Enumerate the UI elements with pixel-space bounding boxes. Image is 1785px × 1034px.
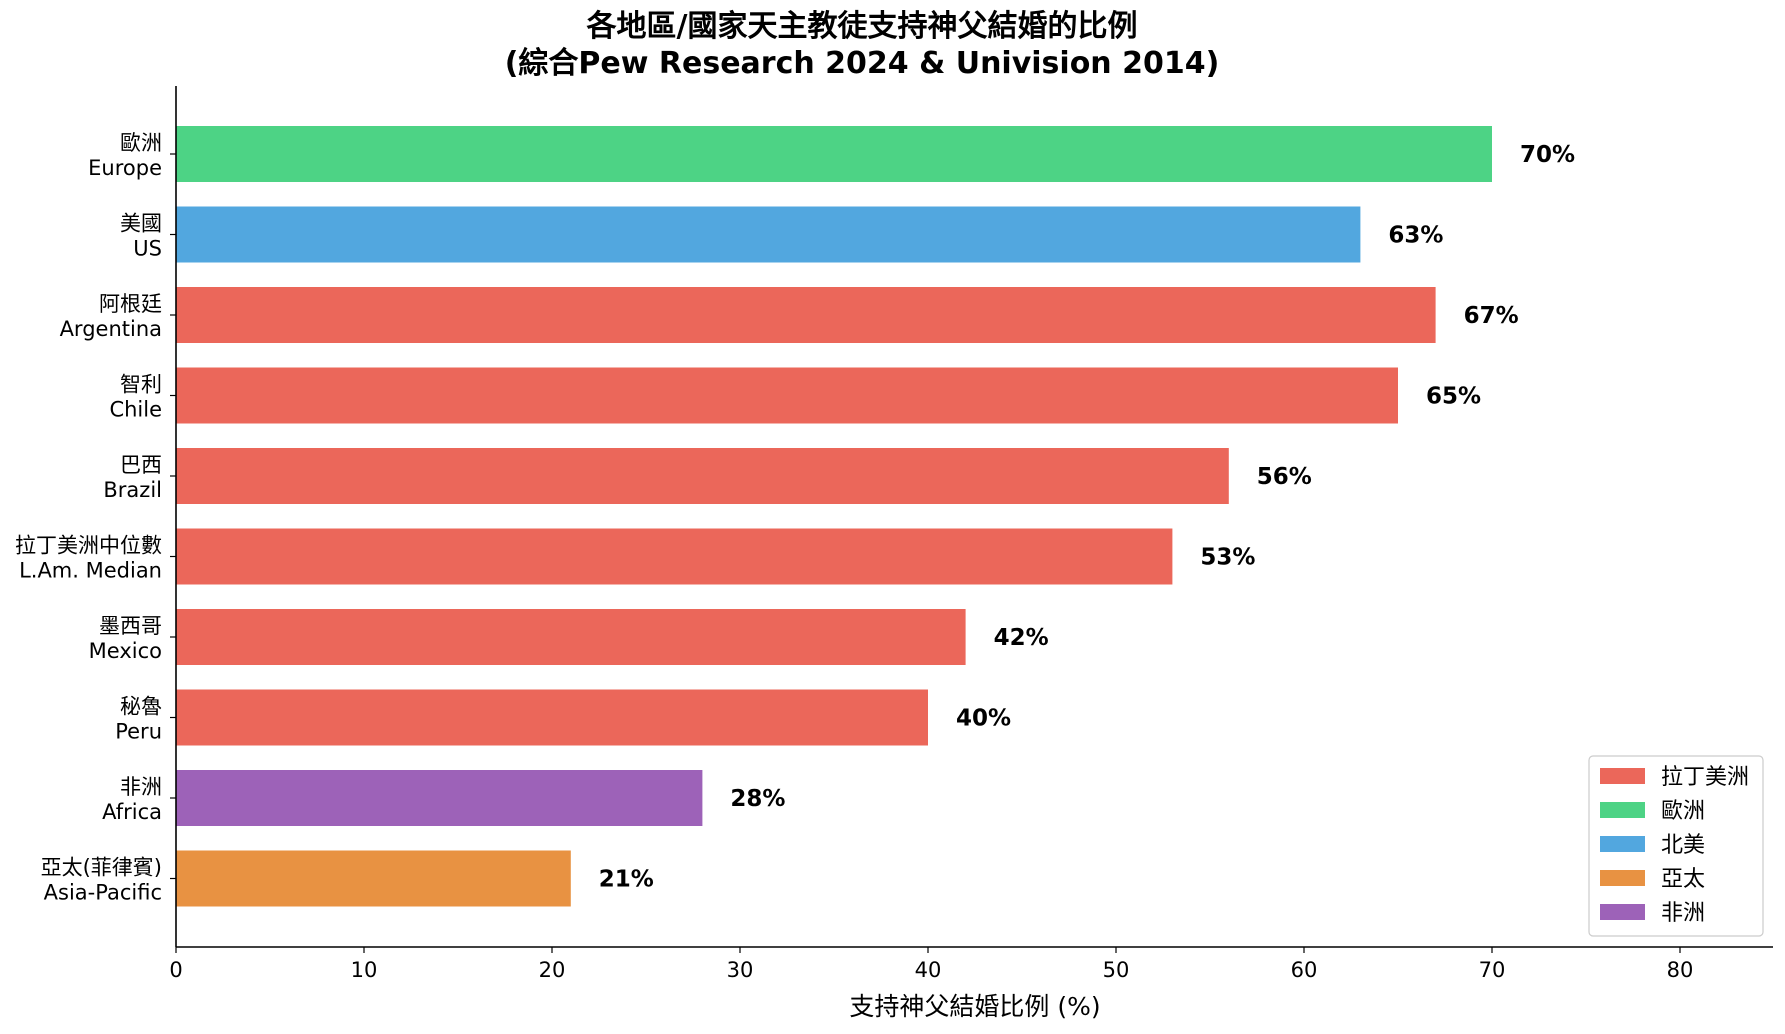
bar-chile bbox=[176, 367, 1398, 424]
bar-us bbox=[176, 206, 1361, 263]
bar-value-label: 40% bbox=[956, 706, 1011, 732]
y-tick-label-zh: 阿根廷 bbox=[99, 292, 162, 316]
bar-value-label: 21% bbox=[599, 867, 654, 893]
bar-asia-pacific bbox=[176, 850, 571, 907]
bar-value-label: 67% bbox=[1464, 303, 1519, 329]
legend-swatch-north-america bbox=[1600, 836, 1645, 852]
x-tick-label: 20 bbox=[539, 958, 566, 982]
y-tick-label-en: L.Am. Median bbox=[19, 559, 162, 583]
legend-label-latin-america: 拉丁美洲 bbox=[1661, 765, 1749, 790]
bar-brazil bbox=[176, 448, 1229, 504]
x-tick-label: 60 bbox=[1291, 958, 1318, 982]
value-labels-layer: 70% 63% 67% 65% 56% 53% 42% 40% 28% 21% bbox=[599, 142, 1575, 893]
y-tick-label-en: Argentina bbox=[60, 317, 162, 341]
x-tick-label: 80 bbox=[1667, 958, 1694, 982]
legend-label-africa: 非洲 bbox=[1661, 901, 1705, 926]
y-tick-label-zh: 墨西哥 bbox=[99, 614, 162, 638]
y-tick-label-en: Mexico bbox=[89, 639, 162, 663]
x-tick-label: 0 bbox=[169, 958, 182, 982]
bar-argentina bbox=[176, 287, 1436, 343]
bar-africa bbox=[176, 770, 703, 826]
x-tick-label: 50 bbox=[1103, 958, 1130, 982]
legend-label-asia-pacific: 亞太 bbox=[1661, 867, 1705, 892]
y-tick-label-en: US bbox=[133, 237, 162, 261]
legend-label-north-america: 北美 bbox=[1661, 833, 1705, 858]
y-tick-label-en: Peru bbox=[115, 720, 162, 744]
y-tick-label-zh: 亞太(菲律賓) bbox=[41, 856, 162, 880]
legend-label-europe: 歐洲 bbox=[1661, 799, 1705, 824]
bar-value-label: 42% bbox=[994, 625, 1049, 651]
y-tick-label-en: Africa bbox=[102, 800, 162, 824]
x-tick-label: 40 bbox=[915, 958, 942, 982]
bar-mexico bbox=[176, 609, 966, 665]
y-tick-label-en: Asia-Pacific bbox=[44, 881, 162, 905]
legend-swatch-africa bbox=[1600, 904, 1645, 920]
bar-l-am-median bbox=[176, 528, 1173, 585]
x-tick-label: 70 bbox=[1479, 958, 1506, 982]
legend-swatch-latin-america bbox=[1600, 768, 1645, 784]
bar-europe bbox=[176, 126, 1492, 182]
y-tick-label-zh: 秘魯 bbox=[120, 695, 162, 719]
y-tick-label-zh: 拉丁美洲中位數 bbox=[15, 534, 162, 558]
axes-layer: 歐洲Europe美國US阿根廷Argentina智利Chile巴西Brazil拉… bbox=[15, 86, 1773, 982]
y-tick-label-en: Europe bbox=[88, 156, 162, 180]
bar-value-label: 53% bbox=[1200, 545, 1255, 571]
chart-title: 各地區/國家天主教徒支持神父結婚的比例 bbox=[586, 9, 1138, 44]
bar-value-label: 28% bbox=[730, 786, 785, 812]
legend-swatch-asia-pacific bbox=[1600, 870, 1645, 886]
bar-peru bbox=[176, 689, 928, 746]
y-tick-label-en: Chile bbox=[109, 398, 162, 422]
legend-swatch-europe bbox=[1600, 802, 1645, 818]
x-axis-title: 支持神父結婚比例 (%) bbox=[849, 992, 1100, 1021]
legend-frame bbox=[1588, 755, 1764, 937]
y-tick-label-zh: 美國 bbox=[120, 212, 162, 236]
bar-value-label: 70% bbox=[1520, 142, 1575, 168]
y-tick-label-zh: 非洲 bbox=[120, 775, 162, 799]
y-tick-label-zh: 歐洲 bbox=[120, 131, 162, 155]
bars-layer bbox=[176, 126, 1492, 907]
y-tick-label-zh: 巴西 bbox=[120, 453, 162, 477]
bar-value-label: 56% bbox=[1257, 464, 1312, 490]
x-tick-label: 10 bbox=[351, 958, 378, 982]
y-tick-label-zh: 智利 bbox=[120, 373, 162, 397]
y-tick-label-en: Brazil bbox=[103, 478, 162, 502]
x-tick-label: 30 bbox=[727, 958, 754, 982]
bar-value-label: 65% bbox=[1426, 384, 1481, 410]
bar-value-label: 63% bbox=[1388, 223, 1443, 249]
chart-subtitle: (綜合Pew Research 2024 & Univision 2014) bbox=[505, 46, 1220, 81]
